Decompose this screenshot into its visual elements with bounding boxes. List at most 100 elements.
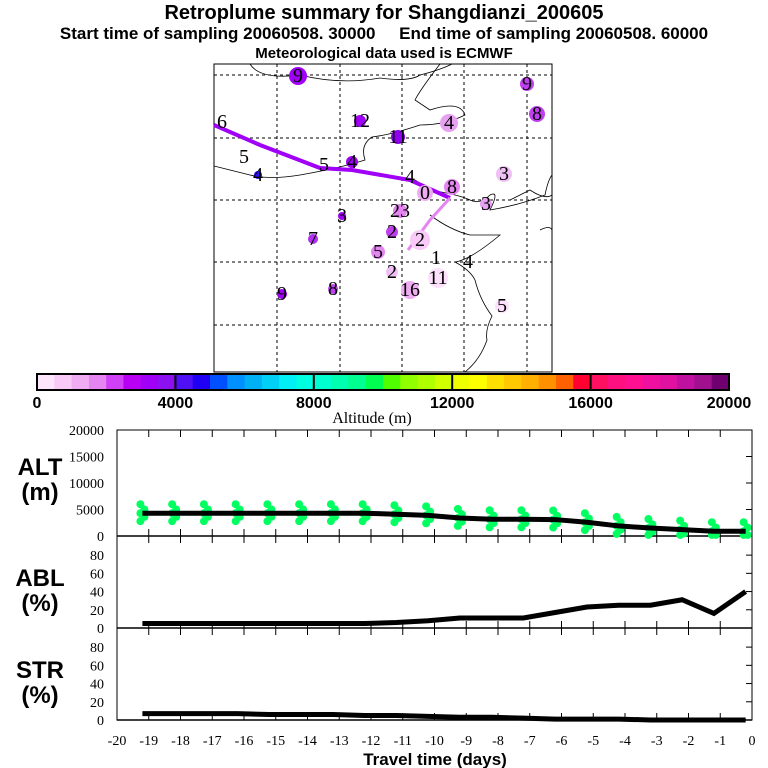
colorbar-swatch — [469, 374, 488, 390]
plume-dot — [529, 106, 545, 122]
trajectory-day-label: 2 — [387, 261, 397, 283]
trajectory-day-label: 9 — [293, 65, 303, 87]
y-tick-label: 60 — [90, 567, 104, 582]
colorbar-swatch — [158, 374, 176, 390]
trajectory-day-label: 4 — [463, 251, 473, 273]
colorbar-swatch — [521, 374, 540, 390]
y-tick-label: 0 — [97, 714, 104, 729]
colorbar-swatch — [573, 374, 592, 390]
colorbar-frame — [36, 373, 730, 391]
x-tick-label: -10 — [425, 734, 444, 749]
trajectory-day-label: 5 — [239, 146, 249, 168]
map-frame — [213, 63, 553, 373]
trajectory-day-label: 3 — [337, 205, 347, 227]
altitude-particle-point — [453, 504, 462, 513]
altitude-particle-point — [358, 500, 367, 509]
trajectory-day-label: 5 — [319, 154, 329, 176]
trajectory-day-label: 11 — [388, 126, 407, 148]
altitude-particle-point — [644, 515, 653, 524]
plume-dot — [496, 166, 512, 182]
y-tick-label: 40 — [90, 586, 104, 601]
x-tick-label: -7 — [524, 734, 536, 749]
colorbar-swatch — [677, 374, 695, 390]
colorbar-swatch — [210, 374, 228, 390]
time-series-panels: 05000100001500020000ALT(m)020406080ABL(%… — [15, 424, 755, 768]
colorbar-swatch — [279, 374, 297, 390]
plume-dot — [308, 234, 318, 244]
trajectory-day-label: 4 — [444, 112, 454, 134]
plume-dot — [277, 289, 287, 299]
colorbar-swatch — [711, 374, 730, 390]
panel-ylabel: (%) — [21, 590, 58, 617]
sampling-times: Start time of sampling 20060508. 30000 E… — [59, 24, 709, 43]
x-tick-label: -5 — [587, 734, 599, 749]
series-line-alt — [142, 510, 746, 534]
plume-dot — [371, 245, 385, 259]
colorbar-swatch — [538, 374, 557, 390]
x-tick-label: -2 — [683, 734, 695, 749]
colorbar-swatch — [54, 374, 73, 390]
altitude-particle-point — [517, 506, 526, 515]
altitude-particle-point — [676, 516, 685, 525]
trajectory-day-label: 3 — [499, 163, 509, 185]
x-tick-label: -8 — [492, 734, 504, 749]
trajectory-day-label: 0 — [420, 182, 430, 204]
plume-dot — [346, 156, 358, 168]
colorbar-swatch — [313, 374, 332, 390]
panel-str: 0 20 40 60 80 STR(%) — [16, 628, 752, 729]
colorbar-swatch — [504, 374, 522, 390]
altitude-particle-point — [707, 518, 716, 527]
colorbar-tick-label: 20000 — [707, 395, 752, 412]
colorbar-swatch — [400, 374, 419, 390]
x-tick-label: -17 — [203, 734, 222, 749]
y-tick-label: 20000 — [69, 424, 104, 439]
colorbar-swatch — [244, 374, 263, 390]
plume-dot — [520, 77, 534, 91]
y-tick-label: 60 — [90, 659, 104, 674]
altitude-particle-point — [199, 500, 208, 509]
colorbar-swatch — [607, 374, 626, 390]
trajectory-day-label: 8 — [447, 176, 457, 198]
plume-dot — [440, 114, 458, 132]
altitude-particle-point — [612, 512, 621, 521]
trajectory-day-label: 3 — [481, 193, 491, 215]
plume-dot — [386, 226, 398, 238]
colorbar-swatch — [486, 374, 505, 390]
panel-ylabel: (%) — [21, 682, 58, 709]
panel-ylabel: STR — [16, 657, 64, 684]
colorbar-swatch — [140, 374, 159, 390]
trajectory-day-label: 2 — [387, 221, 397, 243]
trajectory-day-label: 6 — [217, 111, 227, 133]
series-line-abl — [142, 589, 748, 626]
map-gridlines — [214, 64, 552, 372]
plume-dot — [401, 281, 419, 299]
colorbar-swatch — [175, 374, 194, 390]
x-tick-label: -9 — [460, 734, 472, 749]
trajectory-day-label: 2 — [415, 229, 425, 251]
y-tick-label: 5000 — [76, 504, 104, 519]
figure-title: Retroplume summary for Shangdianzi_20060… — [164, 2, 604, 24]
colorbar-swatch — [192, 374, 211, 390]
colorbar-swatch — [106, 374, 124, 390]
plume-dot — [410, 230, 430, 250]
panels-frame — [116, 429, 753, 721]
x-tick-label: -4 — [619, 734, 631, 749]
plume-dot — [495, 299, 509, 313]
y-tick-label: 20 — [90, 604, 104, 619]
panel-alt: 0 5000 10000 15000 20000 ALT(m) — [18, 424, 752, 545]
trajectory-day-label: 12 — [350, 110, 370, 132]
trajectory-day-label: 7 — [308, 228, 318, 250]
altitude-particle-point — [549, 506, 558, 515]
plume-dot — [417, 185, 433, 201]
x-tick-label: -14 — [298, 734, 317, 749]
colorbar-swatch — [365, 374, 384, 390]
plume-dot — [338, 212, 346, 220]
colorbar-swatch — [296, 374, 315, 390]
y-tick-label: 0 — [97, 622, 104, 637]
plume-dot — [444, 179, 460, 195]
altitude-particle-point — [295, 500, 304, 509]
y-tick-label: 0 — [97, 530, 104, 545]
colorbar-swatch — [123, 374, 142, 390]
y-tick-label: 40 — [90, 678, 104, 693]
